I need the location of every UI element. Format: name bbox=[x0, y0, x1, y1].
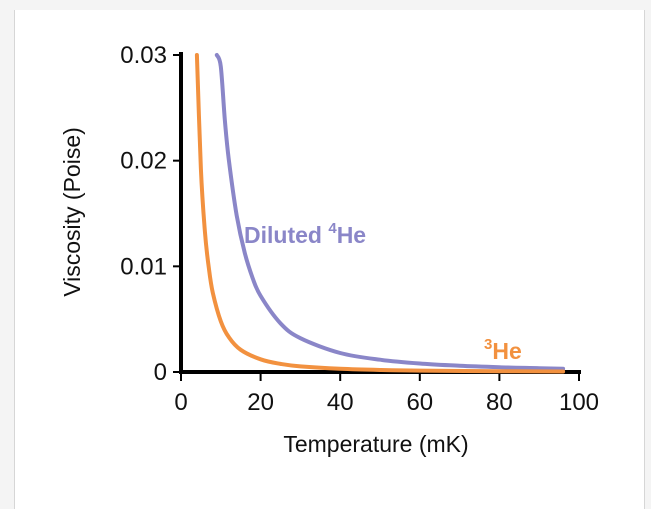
series-label-1: 3He bbox=[484, 336, 522, 364]
series-label-element: He bbox=[337, 222, 366, 248]
y-axis-label: Viscosity (Poise) bbox=[59, 127, 85, 297]
y-ticks: 0 0.01 0.02 0.03 bbox=[120, 42, 181, 386]
y-tick-label: 0.03 bbox=[120, 42, 167, 69]
x-tick-label: 0 bbox=[174, 389, 187, 416]
series-line-0 bbox=[214, 53, 566, 371]
x-ticks: 0 20 40 60 80 100 bbox=[174, 372, 599, 416]
x-tick-label: 80 bbox=[486, 389, 513, 416]
series-line-1 bbox=[194, 53, 566, 374]
x-tick-label: 20 bbox=[247, 389, 274, 416]
x-tick-label: 40 bbox=[327, 389, 354, 416]
y-tick-label: 0.01 bbox=[120, 253, 167, 280]
x-axis-label: Temperature (mK) bbox=[283, 431, 468, 457]
series-label-text: Diluted bbox=[244, 222, 328, 248]
x-tick-label: 100 bbox=[559, 389, 599, 416]
y-tick-label: 0 bbox=[154, 359, 167, 386]
series-lines bbox=[194, 53, 566, 374]
series-label-superscript: 4 bbox=[328, 220, 337, 237]
axes bbox=[179, 52, 581, 374]
figure-frame bbox=[14, 10, 645, 509]
x-tick-label: 60 bbox=[406, 389, 433, 416]
series-label-element: He bbox=[492, 338, 521, 364]
series-label-superscript: 3 bbox=[484, 336, 492, 353]
series-label-0: Diluted 4He bbox=[244, 220, 366, 248]
y-tick-label: 0.02 bbox=[120, 148, 167, 175]
